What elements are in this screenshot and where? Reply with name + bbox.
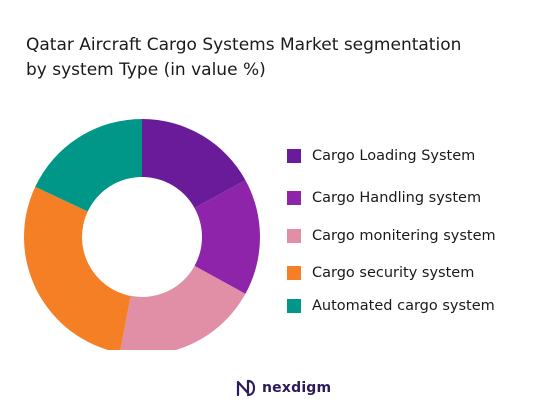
chart-title: Qatar Aircraft Cargo Systems Market segm… [26,35,462,80]
legend-label: Cargo monitering system [312,228,496,244]
donut-slice-1 [142,119,246,209]
nexdigm-logo-icon [236,379,256,397]
legend-label: Cargo Loading System [312,148,476,164]
legend-label: Automated cargo system [312,298,495,314]
donut-slice-3 [120,265,246,350]
donut-slice-4 [24,186,131,350]
legend-label: Cargo security system [312,265,475,281]
legend-swatch [287,229,301,243]
legend-item: Cargo monitering system [287,228,496,244]
donut-slice-2 [194,180,260,294]
brand-name: nexdigm [262,380,332,396]
legend-swatch [287,299,301,313]
legend-swatch [287,266,301,280]
legend-swatch [287,191,301,205]
legend-item: Cargo security system [287,265,474,281]
legend-item: Cargo Loading System [287,148,475,164]
donut-slice-5 [35,119,142,212]
legend-item: Cargo Handling system [287,190,481,206]
donut-chart [24,119,260,350]
legend-swatch [287,149,301,163]
brand-logo: nexdigm [235,378,331,398]
legend-label: Cargo Handling system [312,190,482,206]
legend-item: Automated cargo system [287,298,495,314]
